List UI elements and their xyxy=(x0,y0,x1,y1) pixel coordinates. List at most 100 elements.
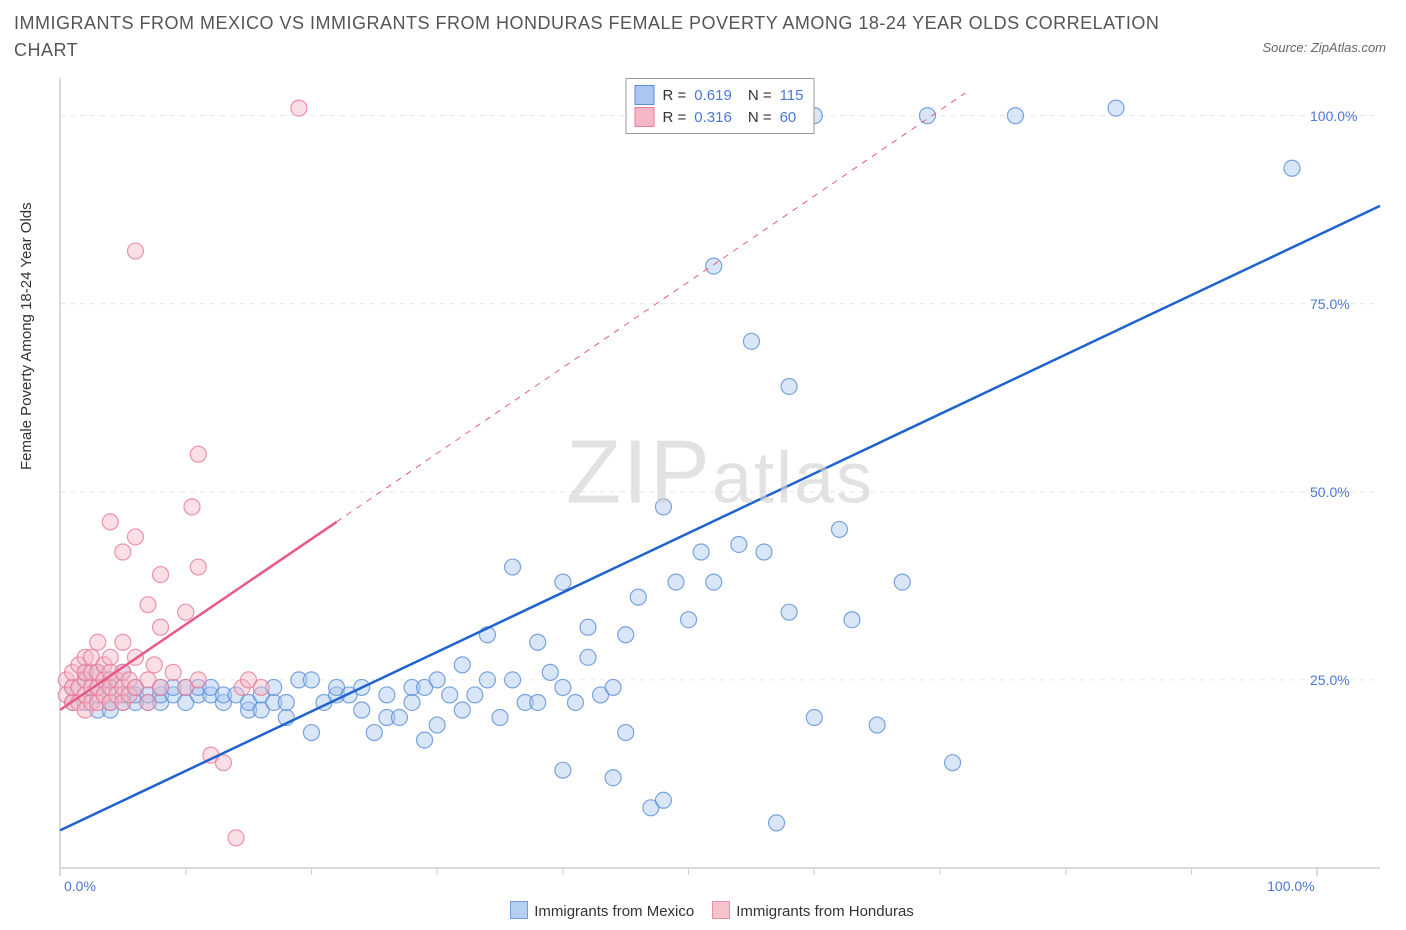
data-point xyxy=(555,679,571,695)
data-point xyxy=(165,664,181,680)
data-point xyxy=(153,619,169,635)
data-point xyxy=(806,710,822,726)
data-point xyxy=(404,694,420,710)
data-point xyxy=(894,574,910,590)
legend-swatch xyxy=(712,901,730,919)
fit-line xyxy=(60,206,1380,830)
data-point xyxy=(831,521,847,537)
data-point xyxy=(153,567,169,583)
data-point xyxy=(580,619,596,635)
legend-row: R =0.316N =60 xyxy=(635,107,804,127)
data-point xyxy=(115,634,131,650)
data-point xyxy=(303,725,319,741)
data-point xyxy=(743,333,759,349)
data-point xyxy=(102,649,118,665)
data-point xyxy=(706,574,722,590)
legend-r-value: 0.619 xyxy=(694,87,732,104)
data-point xyxy=(681,612,697,628)
legend-swatch xyxy=(635,85,655,105)
legend-label: Immigrants from Mexico xyxy=(534,903,694,920)
data-point xyxy=(1284,160,1300,176)
data-point xyxy=(542,664,558,680)
data-point xyxy=(184,499,200,515)
data-point xyxy=(945,755,961,771)
data-point xyxy=(580,649,596,665)
data-point xyxy=(492,710,508,726)
data-point xyxy=(630,589,646,605)
data-point xyxy=(567,694,583,710)
data-point xyxy=(354,702,370,718)
data-point xyxy=(1007,108,1023,124)
data-point xyxy=(190,559,206,575)
data-point xyxy=(303,672,319,688)
data-point xyxy=(429,717,445,733)
data-point xyxy=(555,574,571,590)
data-point xyxy=(442,687,458,703)
data-point xyxy=(781,378,797,394)
legend-swatch xyxy=(510,901,528,919)
data-point xyxy=(140,694,156,710)
data-point xyxy=(146,657,162,673)
data-point xyxy=(127,243,143,259)
data-point xyxy=(668,574,684,590)
data-point xyxy=(366,725,382,741)
legend-swatch xyxy=(635,107,655,127)
data-point xyxy=(655,792,671,808)
correlation-legend: R =0.619N =115R =0.316N =60 xyxy=(626,78,815,134)
data-point xyxy=(655,499,671,515)
data-point xyxy=(429,672,445,688)
data-point xyxy=(153,679,169,695)
data-point xyxy=(1108,100,1124,116)
data-point xyxy=(90,634,106,650)
data-point xyxy=(756,544,772,560)
y-tick-label: 25.0% xyxy=(1310,672,1350,688)
legend-row: R =0.619N =115 xyxy=(635,85,804,105)
data-point xyxy=(379,687,395,703)
y-tick-label: 50.0% xyxy=(1310,484,1350,500)
x-tick-label: 100.0% xyxy=(1267,878,1314,894)
data-point xyxy=(253,679,269,695)
data-point xyxy=(618,627,634,643)
y-tick-label: 75.0% xyxy=(1310,296,1350,312)
data-point xyxy=(140,597,156,613)
legend-label: Immigrants from Honduras xyxy=(736,903,914,920)
data-point xyxy=(530,694,546,710)
legend-r-key: R = xyxy=(663,87,687,104)
data-point xyxy=(190,672,206,688)
x-tick-label: 0.0% xyxy=(64,878,96,894)
data-point xyxy=(769,815,785,831)
data-point xyxy=(454,702,470,718)
legend-n-value: 115 xyxy=(780,87,804,104)
series-legend: Immigrants from Mexico Immigrants from Ho… xyxy=(0,901,1406,920)
data-point xyxy=(605,679,621,695)
scatter-plot: ZIPatlas R =0.619N =115R =0.316N =60 xyxy=(60,78,1380,868)
data-point xyxy=(505,672,521,688)
data-point xyxy=(618,725,634,741)
source-label: Source: ZipAtlas.com xyxy=(1262,40,1386,55)
data-point xyxy=(605,770,621,786)
data-point xyxy=(530,634,546,650)
data-point xyxy=(555,762,571,778)
legend-n-value: 60 xyxy=(780,109,797,126)
data-point xyxy=(869,717,885,733)
data-point xyxy=(454,657,470,673)
data-point xyxy=(844,612,860,628)
chart-title: IMMIGRANTS FROM MEXICO VS IMMIGRANTS FRO… xyxy=(14,10,1206,64)
data-point xyxy=(693,544,709,560)
data-point xyxy=(291,100,307,116)
data-point xyxy=(505,559,521,575)
data-point xyxy=(781,604,797,620)
legend-n-key: N = xyxy=(748,109,772,126)
data-point xyxy=(190,446,206,462)
data-point xyxy=(919,108,935,124)
data-point xyxy=(178,604,194,620)
data-point xyxy=(731,536,747,552)
data-point xyxy=(391,710,407,726)
data-point xyxy=(417,732,433,748)
data-point xyxy=(115,544,131,560)
data-point xyxy=(228,830,244,846)
data-point xyxy=(127,529,143,545)
legend-r-value: 0.316 xyxy=(694,109,732,126)
fit-line-extension xyxy=(337,93,966,522)
data-point xyxy=(706,258,722,274)
